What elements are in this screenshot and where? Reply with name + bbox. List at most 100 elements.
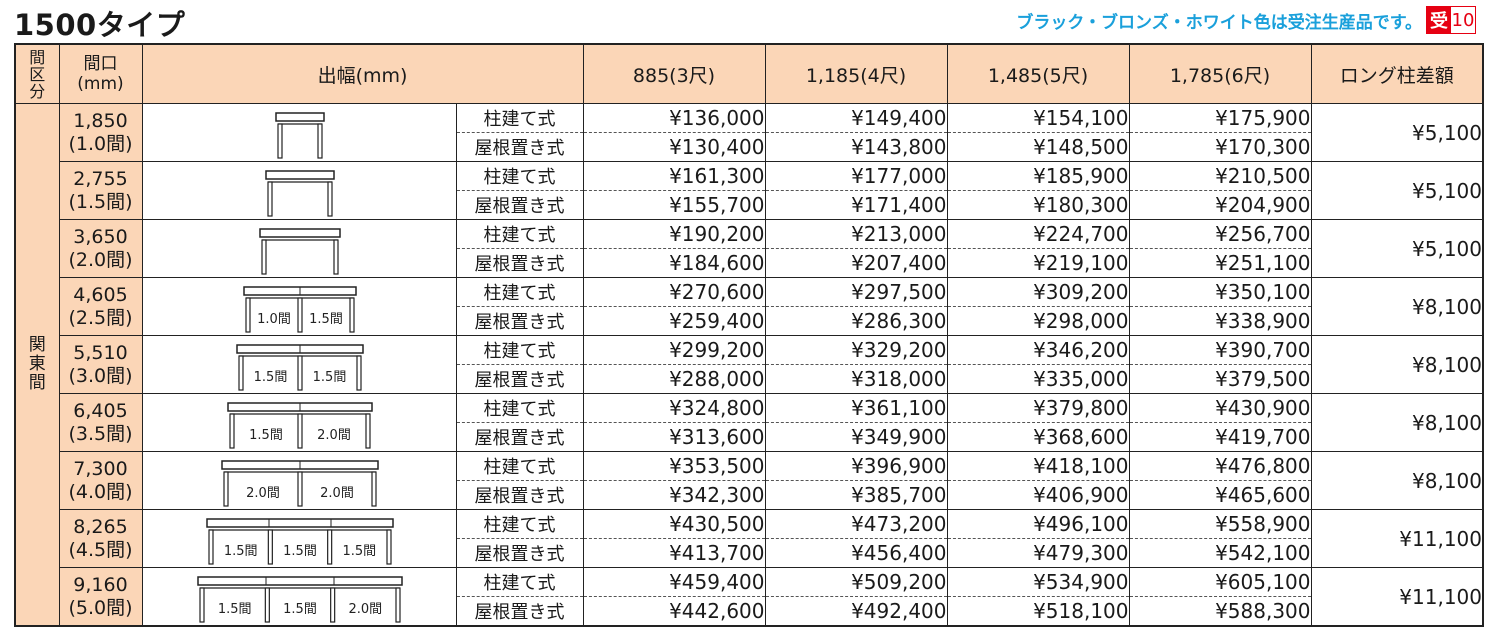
bay-label: 2.0間	[348, 602, 382, 617]
region-label: 関東間	[28, 335, 46, 393]
span-ken: (3.5間)	[68, 422, 133, 445]
span-mm: 3,650	[73, 225, 128, 248]
price-cell: ¥161,300	[582, 161, 766, 191]
post	[207, 528, 214, 565]
page-title: 1500タイプ	[14, 8, 186, 42]
span-ken: (2.0間)	[68, 248, 133, 271]
install-type-roof: 屋根置き式	[455, 596, 584, 627]
header-w1485: 1,485(5尺)	[946, 43, 1130, 104]
post	[326, 180, 333, 217]
price-row-roof: 屋根置き式 ¥288,000 ¥318,000 ¥335,000 ¥379,500	[15, 364, 1483, 394]
price-cell: ¥588,300	[1128, 596, 1312, 627]
long-post-diff: ¥5,100	[1310, 161, 1484, 220]
span-cell: 4,605 (2.5間)	[58, 277, 143, 336]
header-region-text: 間区分	[29, 47, 46, 101]
price-cell: ¥476,800	[1128, 451, 1312, 481]
price-cell: ¥473,200	[764, 509, 948, 539]
post	[276, 122, 283, 159]
region-cell: 関東間	[14, 103, 60, 627]
price-cell: ¥496,100	[946, 509, 1130, 539]
span-mm: 9,160	[73, 573, 128, 596]
post	[267, 528, 273, 565]
span-mm: 6,405	[73, 399, 128, 422]
price-cell: ¥155,700	[582, 190, 766, 220]
price-cell: ¥170,300	[1128, 132, 1312, 162]
price-cell: ¥309,200	[946, 277, 1130, 307]
span-cell: 2,755 (1.5間)	[58, 161, 143, 220]
price-table: 間区分 間口(mm) 出幅(mm) 885(3尺) 1,185(4尺) 1,48…	[14, 43, 1484, 627]
span-cell: 6,405 (3.5間)	[58, 393, 143, 452]
price-cell: ¥297,500	[764, 277, 948, 307]
bay-label: 1.5間	[342, 544, 376, 559]
bay-label: 1.5間	[283, 602, 317, 617]
price-row-post: 関東間 1,850 (1.0間) 柱建て式 ¥136,000 ¥149,400 ¥154,1…	[14, 103, 1484, 627]
price-cell: ¥353,500	[582, 451, 766, 481]
layout-diagram: 1.5間 1.5間	[141, 335, 457, 394]
long-post-diff: ¥5,100	[1310, 219, 1484, 278]
install-type-post: 柱建て式	[455, 451, 584, 481]
span-ken: (4.5間)	[68, 538, 133, 561]
install-type-post: 柱建て式	[455, 277, 584, 307]
span-ken: (1.0間)	[68, 132, 133, 155]
price-row-post: 9,160 (5.0間) 1.5間 1.5間 2.0間 柱建て式 ¥459,400 ¥509,…	[15, 567, 1484, 627]
price-cell: ¥430,500	[582, 509, 766, 539]
badge-mark: 受	[1427, 7, 1451, 33]
post	[394, 586, 401, 623]
roof-outline	[274, 111, 325, 122]
bay-label: 1.5間	[223, 544, 257, 559]
span-cell: 5,510 (3.0間)	[58, 335, 143, 394]
price-cell: ¥492,400	[764, 596, 948, 627]
header-region: 間区分	[14, 43, 60, 104]
install-type-roof: 屋根置き式	[455, 538, 584, 568]
long-post-diff: ¥5,100	[1310, 103, 1484, 162]
price-cell: ¥204,900	[1128, 190, 1312, 220]
price-row-post: 6,405 (3.5間) 1.5間 2.0間 柱建て式 ¥324,800 ¥361,100 ¥…	[15, 393, 1484, 452]
bay-label: 1.5間	[309, 312, 343, 327]
header-row: 間区分 間口(mm) 出幅(mm) 885(3尺) 1,185(4尺) 1,48…	[14, 43, 1484, 104]
price-cell: ¥368,600	[946, 422, 1130, 452]
price-cell: ¥350,100	[1128, 277, 1312, 307]
header-w885: 885(3尺)	[582, 43, 766, 104]
price-cell: ¥605,100	[1128, 567, 1312, 597]
install-type-roof: 屋根置き式	[455, 306, 584, 336]
post	[296, 412, 303, 449]
price-cell: ¥509,200	[764, 567, 948, 597]
price-cell: ¥213,000	[764, 219, 948, 249]
install-type-post: 柱建て式	[455, 393, 584, 423]
layout-diagram	[141, 161, 457, 220]
span-ken: (5.0間)	[68, 596, 133, 619]
long-post-diff: ¥8,100	[1310, 451, 1484, 510]
price-cell: ¥346,200	[946, 335, 1130, 365]
install-type-post: 柱建て式	[455, 103, 584, 133]
post	[237, 354, 244, 391]
post	[364, 412, 371, 449]
price-cell: ¥349,900	[764, 422, 948, 452]
price-row-post: 8,265 (4.5間) 1.5間 1.5間 1.5間 柱建て式 ¥430,500 ¥473,…	[15, 509, 1484, 568]
bay-label: 1.5間	[249, 428, 283, 443]
price-cell: ¥419,700	[1128, 422, 1312, 452]
layout-diagram: 1.5間 2.0間	[141, 393, 457, 452]
post	[296, 296, 303, 333]
long-post-diff: ¥8,100	[1310, 277, 1484, 336]
price-cell: ¥219,100	[946, 248, 1130, 278]
post	[296, 354, 303, 391]
span-cell: 3,650 (2.0間)	[58, 219, 143, 278]
install-type-roof: 屋根置き式	[455, 364, 584, 394]
span-mm: 4,605	[73, 283, 128, 306]
price-row-post: 5,510 (3.0間) 1.5間 1.5間 柱建て式 ¥299,200 ¥329,200 ¥…	[15, 335, 1484, 394]
post	[355, 354, 362, 391]
roof-outline	[258, 227, 341, 238]
price-row-roof: 屋根置き式 ¥413,700 ¥456,400 ¥479,300 ¥542,100	[15, 538, 1483, 568]
bay-label: 1.5間	[283, 544, 317, 559]
order-note: ブラック・ブロンズ・ホワイト色は受注生産品です。 受 10	[1016, 6, 1476, 34]
post	[326, 528, 332, 565]
price-cell: ¥459,400	[582, 567, 766, 597]
price-cell: ¥298,000	[946, 306, 1130, 336]
carport-diagram-svg: 1.5間 1.5間 2.0間	[196, 575, 403, 623]
long-post-diff: ¥11,100	[1310, 509, 1484, 568]
price-cell: ¥143,800	[764, 132, 948, 162]
post	[370, 470, 377, 507]
price-cell: ¥185,900	[946, 161, 1130, 191]
span-ken: (1.5間)	[68, 190, 133, 213]
price-cell: ¥318,000	[764, 364, 948, 394]
